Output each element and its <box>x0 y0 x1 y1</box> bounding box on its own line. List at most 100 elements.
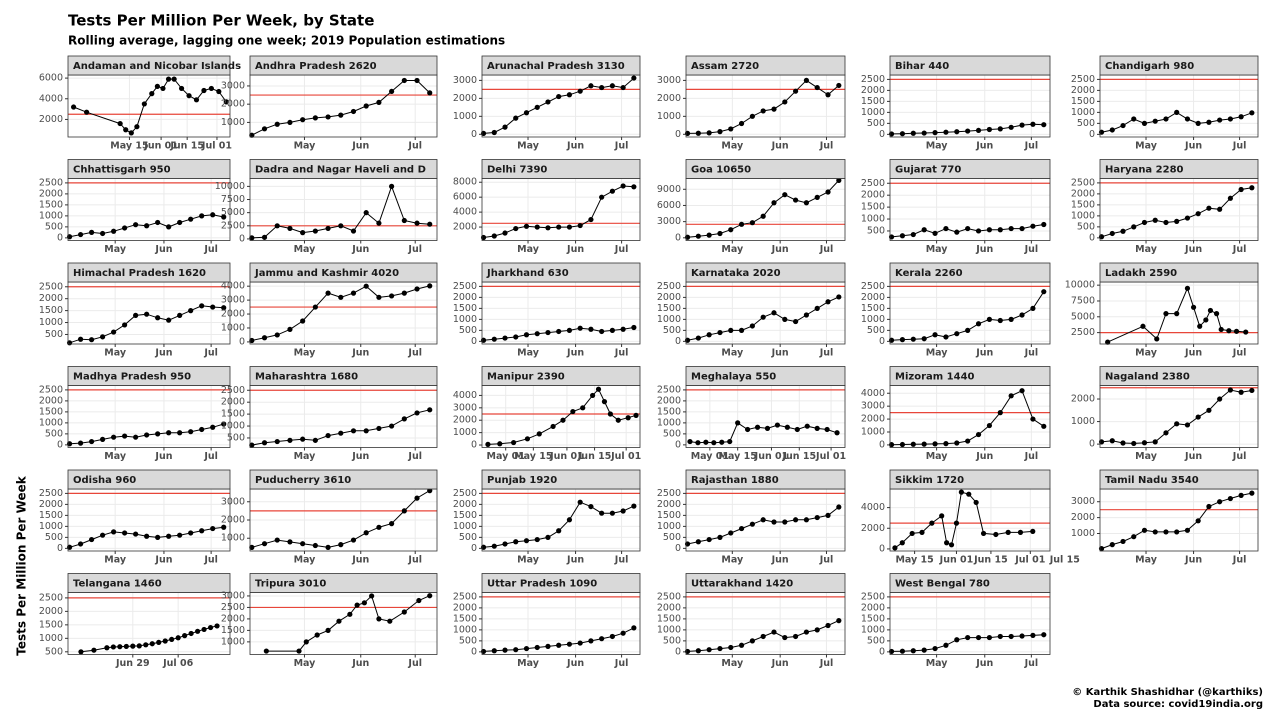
data-point <box>1195 518 1201 524</box>
y-tick-label: 2500 <box>39 592 63 603</box>
strip <box>67 55 231 76</box>
data-point <box>201 626 207 633</box>
strip-title: Kerala 2260 <box>895 268 963 279</box>
data-point <box>836 294 842 300</box>
data-point <box>1227 116 1233 122</box>
data-point <box>782 316 788 322</box>
data-point <box>401 508 407 514</box>
y-tick-label: 2500 <box>657 488 681 499</box>
y-tick-label: 1500 <box>453 510 477 521</box>
y-tick-label: 0 <box>675 646 681 657</box>
data-point <box>361 600 367 606</box>
x-tick-label: May <box>1135 244 1158 255</box>
x-tick-label: May <box>517 348 540 359</box>
strip-title: Chandigarh 980 <box>1105 61 1194 72</box>
data-point <box>1131 534 1137 540</box>
data-point <box>944 540 950 546</box>
data-point <box>210 525 216 532</box>
data-point <box>1249 490 1255 496</box>
data-point <box>141 101 147 107</box>
data-point <box>1163 529 1169 535</box>
data-point <box>133 434 139 440</box>
y-tick-label: 2500 <box>861 281 885 292</box>
data-point <box>376 524 382 530</box>
y-tick-label: 1500 <box>861 202 885 213</box>
data-point <box>706 536 712 543</box>
data-point <box>1227 495 1233 502</box>
data-point <box>249 442 255 448</box>
x-tick-label: May 01 <box>487 451 525 462</box>
strip <box>1099 159 1259 179</box>
y-tick-label: 2500 <box>861 74 885 85</box>
panel-background <box>250 592 437 655</box>
x-tick-label: Jun <box>566 555 584 566</box>
data-point <box>566 327 573 333</box>
data-point <box>793 197 799 203</box>
y-tick-label: 1000 <box>657 111 681 122</box>
y-tick-label: 2000 <box>861 414 885 425</box>
y-tick-label: 1000 <box>39 633 63 644</box>
data-point <box>1227 195 1233 201</box>
data-point <box>975 228 982 234</box>
data-point <box>133 531 139 537</box>
data-point <box>1030 223 1036 229</box>
data-point <box>1206 119 1212 125</box>
y-tick-label: 0 <box>471 336 477 347</box>
x-tick-label: Jul <box>407 141 422 152</box>
data-point <box>502 335 508 341</box>
data-point <box>186 93 192 99</box>
data-point <box>354 602 360 608</box>
y-tick-label: 1000 <box>39 210 63 221</box>
x-tick-label: May <box>294 141 317 152</box>
y-tick-label: 2000 <box>1071 512 1095 523</box>
data-point <box>122 225 128 231</box>
data-point <box>1163 219 1169 226</box>
data-point <box>300 436 306 442</box>
data-point <box>261 541 268 547</box>
strip-title: Arunachal Pradesh 3130 <box>487 61 625 72</box>
data-point <box>188 429 194 435</box>
data-point <box>580 405 586 411</box>
data-point <box>300 541 306 547</box>
data-point <box>754 424 761 430</box>
x-tick-label: May <box>517 141 540 152</box>
data-point <box>545 329 551 336</box>
data-point <box>566 641 573 647</box>
data-point <box>703 439 709 445</box>
x-tick-label: Jul <box>1232 141 1247 152</box>
data-point <box>784 424 790 430</box>
data-point <box>997 317 1003 324</box>
data-point <box>932 130 938 136</box>
data-point <box>625 415 631 421</box>
data-point <box>1217 206 1223 212</box>
panel-background <box>68 385 230 448</box>
y-tick-label: 0 <box>879 336 885 347</box>
data-point <box>834 430 840 436</box>
data-point <box>556 224 562 230</box>
data-point <box>803 312 810 318</box>
data-point <box>261 440 268 446</box>
data-point <box>932 441 938 447</box>
data-point <box>986 316 993 322</box>
data-point <box>188 530 194 536</box>
data-point <box>347 611 353 617</box>
y-tick-label: 0 <box>879 543 885 554</box>
data-point <box>965 225 971 232</box>
data-point <box>717 230 723 237</box>
data-point <box>363 103 369 109</box>
data-point <box>287 119 293 126</box>
chart-subtitle: Rolling average, lagging one week; 2019 … <box>68 34 505 48</box>
y-tick-label: 2000 <box>861 85 885 96</box>
y-tick-label: 2000 <box>39 114 63 125</box>
data-point <box>1213 311 1220 317</box>
data-point <box>1249 387 1255 394</box>
data-point <box>414 410 420 416</box>
x-tick-label: Jun 15 <box>973 555 1008 566</box>
data-point <box>706 232 712 238</box>
y-tick-label: 2500 <box>221 220 245 231</box>
data-point <box>1217 499 1223 505</box>
data-point <box>502 124 508 130</box>
data-point <box>1184 527 1191 533</box>
